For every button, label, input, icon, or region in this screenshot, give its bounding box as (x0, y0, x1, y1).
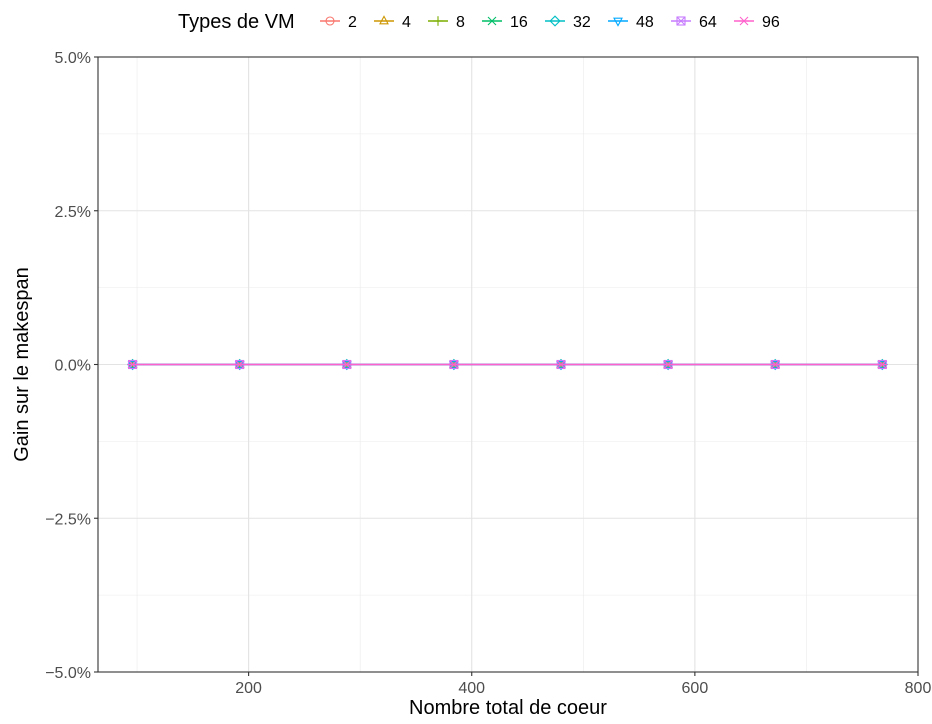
series-96 (127, 360, 888, 369)
data-point (770, 361, 781, 371)
data-point (127, 360, 138, 369)
legend-label: 64 (699, 14, 717, 31)
data-point (549, 15, 561, 27)
data-point (613, 17, 623, 27)
data-point (127, 361, 138, 371)
legend-item: 8 (428, 14, 465, 31)
legend-label: 48 (636, 14, 654, 31)
legend-key (428, 16, 448, 26)
legend-key (671, 16, 691, 26)
legend-item: 48 (608, 14, 654, 31)
legend-key (374, 15, 394, 25)
y-axis: −5.0% −2.5% 0.0% 2.5% 5.0% (45, 50, 98, 682)
data-point (663, 361, 674, 371)
legend-key (545, 15, 565, 27)
x-axis-title: Nombre total de coeur (409, 697, 607, 719)
y-axis-title: Gain sur le makespan (11, 267, 33, 462)
legend-label: 4 (402, 14, 411, 31)
data-point (555, 360, 566, 369)
x-tick-label: 200 (235, 680, 262, 697)
y-tick-label: 0.0% (55, 358, 91, 375)
data-point (770, 360, 781, 369)
legend-key (734, 16, 754, 26)
legend-item: 32 (545, 14, 591, 31)
data-point (676, 16, 686, 26)
legend-label: 2 (348, 14, 357, 31)
legend-key (320, 16, 340, 26)
legend-item: 64 (671, 14, 717, 31)
data-point (341, 360, 352, 369)
data-point (341, 361, 352, 371)
x-tick-label: 400 (458, 680, 485, 697)
data-point (556, 361, 566, 371)
legend-label: 8 (456, 14, 465, 31)
y-tick-label: 5.0% (55, 50, 91, 67)
data-point (487, 16, 497, 26)
data-point (234, 360, 245, 369)
data-point (234, 361, 245, 371)
data-point (739, 16, 749, 26)
legend-label: 96 (762, 14, 780, 31)
data-point (379, 15, 389, 25)
legend: Types de VM 2 4 8 16 32 48 64 96 (178, 11, 780, 33)
data-point (877, 361, 888, 371)
x-axis: 200 400 600 800 (235, 672, 931, 697)
x-tick-label: 600 (682, 680, 709, 697)
data-point (433, 16, 443, 26)
legend-key (482, 16, 502, 26)
x-tick-label: 800 (905, 680, 932, 697)
legend-item: 16 (482, 14, 528, 31)
legend-label: 16 (510, 14, 528, 31)
data-point (448, 360, 459, 369)
data-point (325, 16, 335, 26)
y-tick-label: −5.0% (45, 665, 91, 682)
data-point (877, 360, 888, 369)
legend-title: Types de VM (178, 11, 295, 33)
y-tick-label: 2.5% (55, 204, 91, 221)
legend-key (608, 17, 628, 27)
y-tick-label: −2.5% (45, 511, 91, 528)
legend-item: 2 (320, 14, 357, 31)
series-layer (127, 358, 888, 371)
data-point (448, 361, 459, 371)
legend-item: 4 (374, 14, 411, 31)
legend-item: 96 (734, 14, 780, 31)
legend-label: 32 (573, 14, 591, 31)
data-point (663, 360, 674, 369)
